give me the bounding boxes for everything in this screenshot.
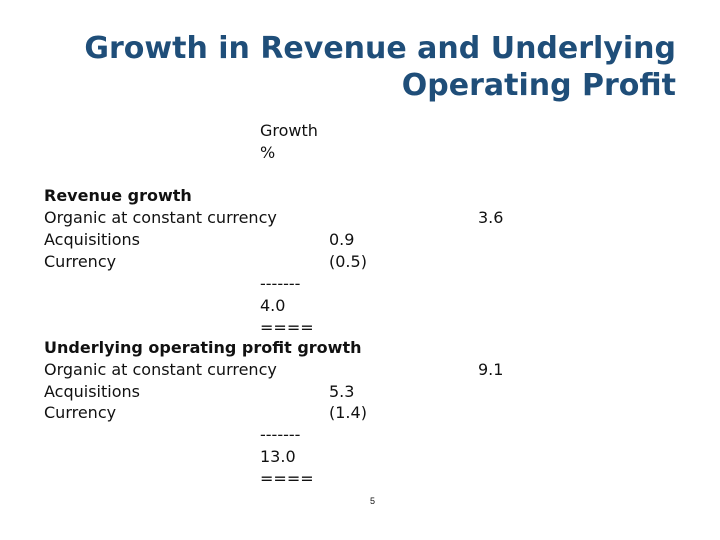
profit-acquisitions-value: 5.3: [329, 382, 355, 401]
profit-total: 13.0: [260, 447, 296, 466]
title-line-2: Operating Profit: [401, 68, 676, 103]
column-header-growth: Growth: [260, 121, 318, 140]
revenue-acquisitions-label: Acquisitions: [44, 230, 140, 249]
revenue-currency-value: (0.5): [329, 252, 367, 271]
profit-currency-label: Currency: [44, 403, 117, 422]
profit-subtotal-rule: -------: [260, 425, 301, 444]
revenue-acquisitions-value: 0.9: [329, 230, 355, 249]
revenue-growth-heading: Revenue growth: [44, 186, 192, 205]
revenue-double-rule: ====: [260, 318, 314, 337]
revenue-subtotal-rule: -------: [260, 274, 301, 293]
profit-growth-heading: Underlying operating profit growth: [44, 338, 362, 357]
page-number: 5: [370, 496, 376, 506]
profit-acquisitions-label: Acquisitions: [44, 382, 140, 401]
revenue-total: 4.0: [260, 296, 286, 315]
profit-organic-label: Organic at constant currency: [44, 360, 277, 379]
profit-organic-value: 9.1: [478, 360, 504, 379]
revenue-currency-label: Currency: [44, 252, 117, 271]
revenue-organic-label: Organic at constant currency: [44, 208, 277, 227]
revenue-organic-value: 3.6: [478, 208, 504, 227]
column-header-percent: %: [260, 143, 276, 162]
profit-currency-value: (1.4): [329, 403, 367, 422]
slide-title: Growth in Revenue and Underlying Operati…: [16, 30, 676, 104]
title-line-1: Growth in Revenue and Underlying: [84, 31, 676, 66]
profit-double-rule: ====: [260, 469, 314, 488]
